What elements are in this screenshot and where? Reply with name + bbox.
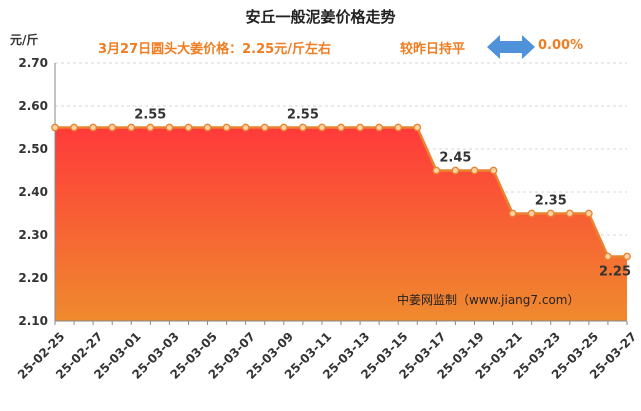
data-point bbox=[375, 123, 383, 132]
data-point bbox=[279, 123, 288, 132]
data-point bbox=[318, 123, 326, 132]
data-point bbox=[470, 166, 479, 175]
y-axis-label: 元/斤 bbox=[10, 32, 38, 47]
chart-title: 安丘一般泥姜价格走势 bbox=[245, 8, 396, 26]
data-point bbox=[337, 123, 345, 132]
data-point bbox=[394, 123, 403, 132]
data-label: 2.25 bbox=[599, 265, 631, 280]
y-tick-label: 2.30 bbox=[18, 228, 48, 242]
y-tick-labels: 2.10 2.20 2.30 2.40 2.50 2.60 2.70 bbox=[18, 56, 48, 328]
y-tick-label: 2.10 bbox=[18, 314, 48, 328]
data-point bbox=[299, 123, 307, 132]
data-point bbox=[260, 123, 269, 132]
area-fill bbox=[55, 127, 627, 321]
y-tick-label: 2.50 bbox=[18, 142, 48, 156]
y-tick-label: 2.70 bbox=[18, 56, 48, 70]
data-point bbox=[241, 123, 250, 132]
data-point bbox=[432, 166, 441, 175]
y-tick-label: 2.60 bbox=[18, 99, 48, 113]
data-point bbox=[184, 123, 193, 132]
x-tick-labels: 25-02-2525-02-2725-03-0125-03-0325-03-05… bbox=[15, 329, 639, 381]
data-point bbox=[127, 123, 136, 132]
data-point bbox=[508, 209, 517, 218]
data-point bbox=[356, 123, 364, 132]
data-label: 2.55 bbox=[287, 108, 319, 123]
data-point bbox=[51, 123, 59, 132]
data-point bbox=[527, 209, 536, 218]
data-point bbox=[585, 209, 593, 218]
double-arrow-icon bbox=[487, 35, 535, 59]
data-point bbox=[413, 123, 422, 132]
y-tick-label: 2.40 bbox=[18, 185, 48, 199]
data-point bbox=[623, 252, 631, 261]
axes bbox=[54, 63, 628, 325]
data-point bbox=[146, 123, 155, 132]
data-point bbox=[165, 123, 174, 132]
data-point bbox=[565, 209, 574, 218]
data-point bbox=[203, 123, 212, 132]
data-point bbox=[89, 123, 97, 132]
data-label: 2.45 bbox=[439, 151, 471, 166]
data-point bbox=[489, 166, 498, 175]
watermark-annotation: 中姜网监制（www.jiang7.com） bbox=[397, 292, 579, 307]
data-point bbox=[546, 209, 555, 218]
y-tick-label: 2.20 bbox=[18, 271, 48, 285]
data-point bbox=[108, 123, 117, 132]
data-labels: 2.55 2.55 2.45 2.35 2.25 bbox=[134, 108, 631, 280]
data-point bbox=[70, 123, 78, 132]
change-percent: 0.00% bbox=[538, 38, 584, 53]
data-point bbox=[222, 123, 231, 132]
data-label: 2.55 bbox=[134, 108, 166, 123]
data-point bbox=[604, 252, 612, 261]
comparison-text: 较昨日持平 bbox=[400, 42, 466, 57]
area-path bbox=[55, 127, 627, 321]
series-points bbox=[51, 123, 631, 261]
data-label: 2.35 bbox=[535, 194, 567, 209]
chart-subtitle: 3月27日圆头大姜价格：2.25元/斤左右 bbox=[98, 42, 331, 57]
data-point bbox=[451, 166, 460, 175]
